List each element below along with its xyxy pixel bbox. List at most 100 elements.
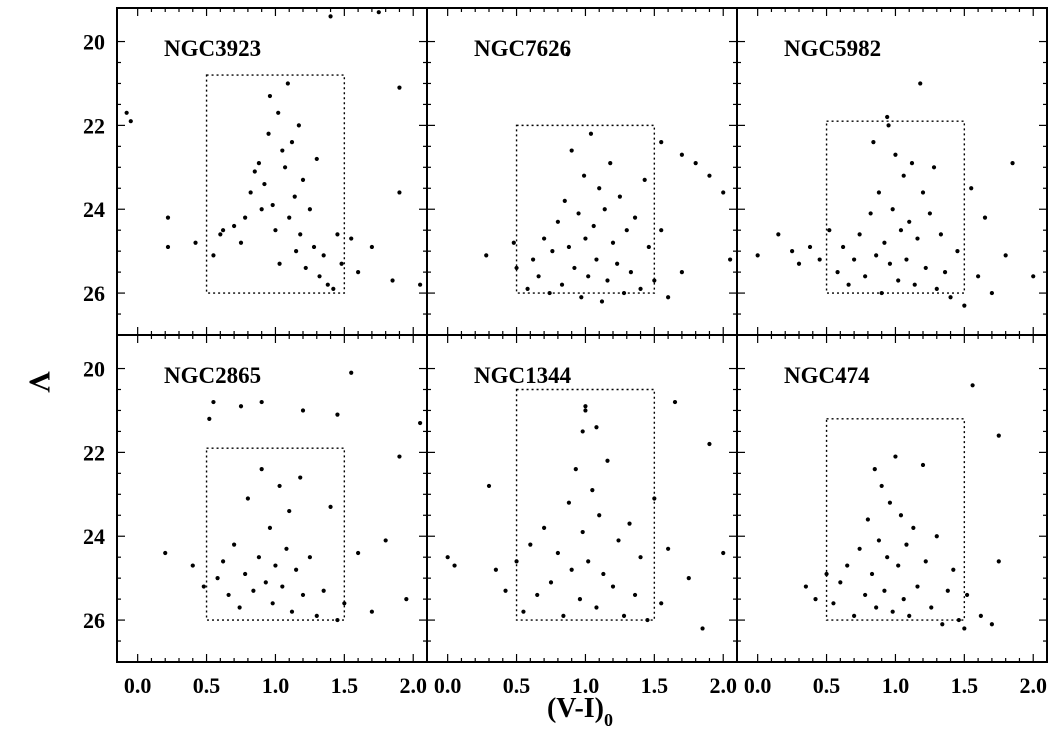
data-point [996,559,1001,564]
data-point [484,253,489,258]
data-point [270,202,275,208]
data-point [273,228,278,233]
data-point [896,563,901,568]
data-point [605,278,610,283]
data-point [276,110,281,115]
data-point [931,165,937,170]
data-point [287,215,292,220]
data-point [976,274,981,279]
data-point [390,278,395,283]
data-point [882,240,887,245]
data-point [369,244,374,250]
data-point [238,240,244,245]
data-point [887,500,893,505]
data-point [652,278,657,283]
data-point [945,588,950,593]
data-point [721,550,726,556]
data-point [296,123,301,128]
data-point [840,244,846,250]
data-point [901,597,906,602]
data-point [583,408,588,413]
data-point [542,236,547,241]
data-point [548,580,554,585]
data-point [590,488,595,493]
data-point [602,207,607,212]
data-point [1010,161,1015,166]
data-point [616,538,621,543]
data-point [872,467,877,472]
y-axis-label: V [23,371,56,393]
data-point [898,228,904,233]
data-point [909,161,915,166]
data-point [163,550,168,556]
data-point [686,576,691,581]
data-point [287,508,292,514]
data-point [307,207,312,212]
data-point [955,249,960,254]
data-point [591,223,596,229]
data-point [267,93,273,99]
data-point [672,399,678,405]
data-point [311,244,317,250]
data-point [865,517,870,522]
data-point [907,219,912,224]
data-point [565,52,570,57]
data-point [576,211,581,216]
data-point [896,278,901,283]
y-tick-label: 26 [83,608,105,633]
data-point [645,617,650,623]
data-point [536,274,541,279]
data-point [948,295,953,300]
data-point [577,597,583,602]
panel-ngc2865: NGC2865 [116,334,428,663]
data-point [226,592,231,598]
data-point [220,559,226,564]
data-point [248,190,253,195]
data-point [349,236,354,241]
x-tick-label: 1.5 [641,673,669,698]
data-point [978,613,983,618]
data-point [601,571,606,577]
data-point [838,580,843,585]
data-point [940,622,945,627]
data-point [566,500,572,505]
selection-box [205,74,346,294]
data-point [237,605,242,610]
data-point [890,207,895,212]
data-point [335,412,340,417]
data-point [621,613,627,618]
data-point [638,286,643,291]
data-point [721,190,726,195]
data-point [562,198,567,203]
data-point [569,148,574,153]
data-point [970,383,975,388]
data-point [256,555,262,560]
data-point [646,244,651,250]
data-point [256,161,262,166]
data-point [898,513,904,518]
data-point [615,261,620,266]
data-point [874,605,879,610]
data-point [874,253,879,258]
data-point [325,282,330,287]
data-point [813,597,818,602]
selection-box [825,120,966,294]
data-point [555,550,560,556]
data-point [303,265,308,271]
data-point [852,257,857,262]
data-point [418,282,423,287]
data-point [277,261,282,266]
data-point [956,617,961,623]
data-point [824,571,829,577]
data-point [300,408,306,413]
data-point [583,236,588,241]
data-point [555,219,560,224]
data-point [165,244,171,250]
data-point [885,555,890,560]
data-point [383,538,388,543]
data-point [846,282,851,287]
data-point [989,622,994,627]
x-tick-label: 2.0 [399,673,427,698]
data-point [1003,253,1008,258]
x-tick-label: 0.0 [434,673,462,698]
